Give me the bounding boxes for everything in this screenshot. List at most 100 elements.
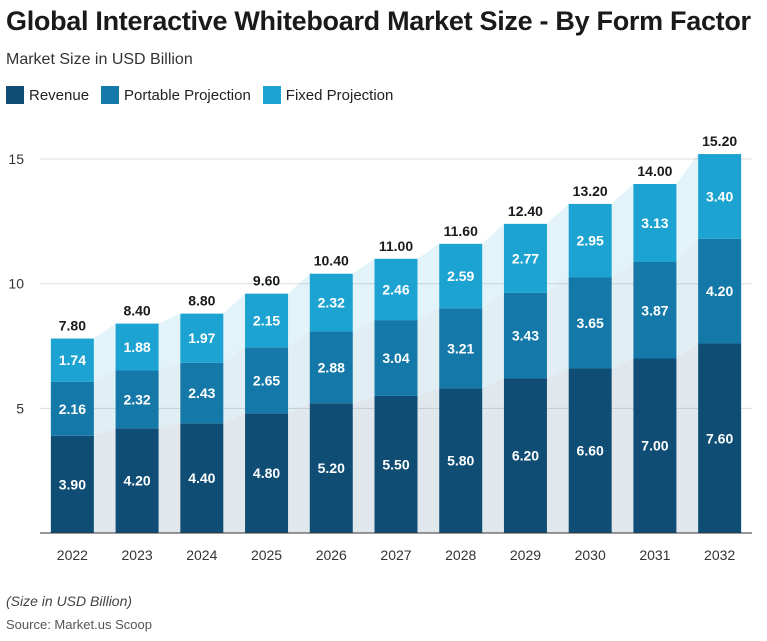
data-label-revenue-2031: 7.00 xyxy=(641,438,668,454)
bar-segment-portable-projection-2026 xyxy=(309,331,353,404)
bar-segment-portable-projection-2024 xyxy=(180,362,224,424)
connector-band-revenue-2029 xyxy=(546,368,569,533)
data-label-portable-projection-2032: 4.20 xyxy=(706,283,733,299)
connector-band-fixed-projection-2022 xyxy=(93,323,116,382)
connector-band-fixed-projection-2031 xyxy=(676,154,699,263)
connector-band-portable-projection-2029 xyxy=(546,277,569,379)
connector-band-revenue-2023 xyxy=(158,423,181,533)
bar-segment-portable-projection-2023 xyxy=(115,370,159,429)
data-label-revenue-2030: 6.60 xyxy=(577,443,604,459)
data-label-revenue-2027: 5.50 xyxy=(382,456,409,472)
data-label-fixed-projection-2026: 2.32 xyxy=(318,295,345,311)
data-label-revenue-2024: 4.40 xyxy=(188,470,215,486)
legend-swatch-fixed-projection xyxy=(262,86,281,104)
legend-item-revenue: Revenue xyxy=(6,86,89,104)
chart-subtitle: Market Size in USD Billion xyxy=(6,51,193,68)
data-label-portable-projection-2026: 2.88 xyxy=(318,359,345,375)
legend: Revenue Portable Projection Fixed Projec… xyxy=(6,86,405,104)
legend-item-fixed-projection: Fixed Projection xyxy=(262,86,393,104)
data-label-fixed-projection-2029: 2.77 xyxy=(512,250,539,266)
data-label-portable-projection-2027: 3.04 xyxy=(382,350,409,366)
data-label-revenue-2028: 5.80 xyxy=(447,453,474,469)
connector-band-fixed-projection-2023 xyxy=(158,313,181,371)
connector-band-revenue-2024 xyxy=(223,413,246,533)
source-note: Source: Market.us Scoop xyxy=(6,617,152,632)
connector-band-fixed-projection-2030 xyxy=(611,183,634,278)
data-label-fixed-projection-2025: 2.15 xyxy=(253,312,280,328)
data-label-fixed-projection-2024: 1.97 xyxy=(188,330,215,346)
bar-segment-revenue-2032 xyxy=(698,343,742,533)
bar-segment-portable-projection-2022 xyxy=(50,381,94,436)
bar-segment-revenue-2023 xyxy=(115,428,159,533)
total-label-2025: 9.60 xyxy=(253,273,280,289)
bar-segment-portable-projection-2031 xyxy=(633,262,677,359)
bar-segment-revenue-2029 xyxy=(503,378,547,533)
data-label-revenue-2032: 7.60 xyxy=(706,430,733,446)
bar-segment-fixed-projection-2027 xyxy=(374,258,418,321)
connector-band-revenue-2030 xyxy=(611,358,634,533)
bar-segment-portable-projection-2027 xyxy=(374,320,418,396)
total-label-2024: 8.80 xyxy=(188,293,215,309)
bar-segment-fixed-projection-2023 xyxy=(115,323,159,371)
chart-title: Global Interactive Whiteboard Market Siz… xyxy=(6,6,751,36)
connector-band-portable-projection-2028 xyxy=(482,292,504,389)
x-tick-label-2026: 2026 xyxy=(316,547,347,563)
connector-band-fixed-projection-2025 xyxy=(288,273,310,348)
connector-band-revenue-2027 xyxy=(417,388,440,533)
data-label-portable-projection-2022: 2.16 xyxy=(59,401,86,417)
total-label-2031: 14.00 xyxy=(637,163,672,179)
bar-segment-portable-projection-2032 xyxy=(698,238,742,344)
bar-segment-fixed-projection-2028 xyxy=(439,243,483,309)
connector-band-portable-projection-2027 xyxy=(417,308,440,396)
legend-swatch-portable-projection xyxy=(101,86,120,104)
total-label-2028: 11.60 xyxy=(444,223,478,239)
data-label-revenue-2023: 4.20 xyxy=(123,473,150,489)
connector-band-fixed-projection-2026 xyxy=(352,258,375,332)
bar-segment-fixed-projection-2024 xyxy=(180,313,224,363)
total-label-2029: 12.40 xyxy=(508,203,543,219)
connector-band-revenue-2022 xyxy=(93,428,116,533)
total-label-2032: 15.20 xyxy=(702,133,737,149)
bar-segment-revenue-2027 xyxy=(374,395,418,533)
bar-segment-revenue-2030 xyxy=(568,368,612,533)
bar-segment-fixed-projection-2026 xyxy=(309,273,353,332)
bar-segment-portable-projection-2025 xyxy=(245,347,289,414)
total-label-2027: 11.00 xyxy=(379,238,413,254)
data-label-portable-projection-2025: 2.65 xyxy=(253,372,280,388)
x-tick-label-2022: 2022 xyxy=(57,547,88,563)
data-label-portable-projection-2023: 2.32 xyxy=(123,391,150,407)
data-label-revenue-2022: 3.90 xyxy=(59,476,86,492)
connector-band-portable-projection-2030 xyxy=(611,262,634,369)
footnote: (Size in USD Billion) xyxy=(6,593,133,609)
bar-segment-portable-projection-2029 xyxy=(503,292,547,379)
x-tick-label-2023: 2023 xyxy=(122,547,153,563)
total-label-2026: 10.40 xyxy=(314,253,349,269)
x-tick-label-2029: 2029 xyxy=(510,547,541,563)
y-tick-label-5: 5 xyxy=(16,400,24,416)
connector-band-revenue-2028 xyxy=(482,378,504,533)
data-label-revenue-2025: 4.80 xyxy=(253,465,280,481)
bar-segment-revenue-2026 xyxy=(309,403,353,533)
connector-band-portable-projection-2031 xyxy=(676,238,699,359)
y-tick-label-15: 15 xyxy=(8,151,24,167)
x-tick-label-2024: 2024 xyxy=(186,547,217,563)
connector-band-fixed-projection-2028 xyxy=(482,223,504,309)
bar-segment-fixed-projection-2022 xyxy=(50,338,94,382)
connector-band-portable-projection-2026 xyxy=(352,320,375,404)
total-label-2030: 13.20 xyxy=(573,183,608,199)
connector-band-portable-projection-2023 xyxy=(158,362,181,429)
bar-segment-revenue-2028 xyxy=(439,388,483,533)
data-label-portable-projection-2024: 2.43 xyxy=(188,385,215,401)
bar-segment-portable-projection-2028 xyxy=(439,308,483,389)
x-tick-label-2032: 2032 xyxy=(704,547,735,563)
bar-segment-fixed-projection-2032 xyxy=(698,154,742,239)
legend-label-revenue: Revenue xyxy=(29,86,90,104)
data-label-fixed-projection-2031: 3.13 xyxy=(641,215,668,231)
data-label-fixed-projection-2023: 1.88 xyxy=(123,339,150,355)
connector-band-fixed-projection-2027 xyxy=(417,243,440,321)
connector-band-portable-projection-2024 xyxy=(223,347,246,424)
bar-segment-portable-projection-2030 xyxy=(568,277,612,369)
connector-band-revenue-2031 xyxy=(676,343,699,533)
total-label-2022: 7.80 xyxy=(59,318,86,334)
